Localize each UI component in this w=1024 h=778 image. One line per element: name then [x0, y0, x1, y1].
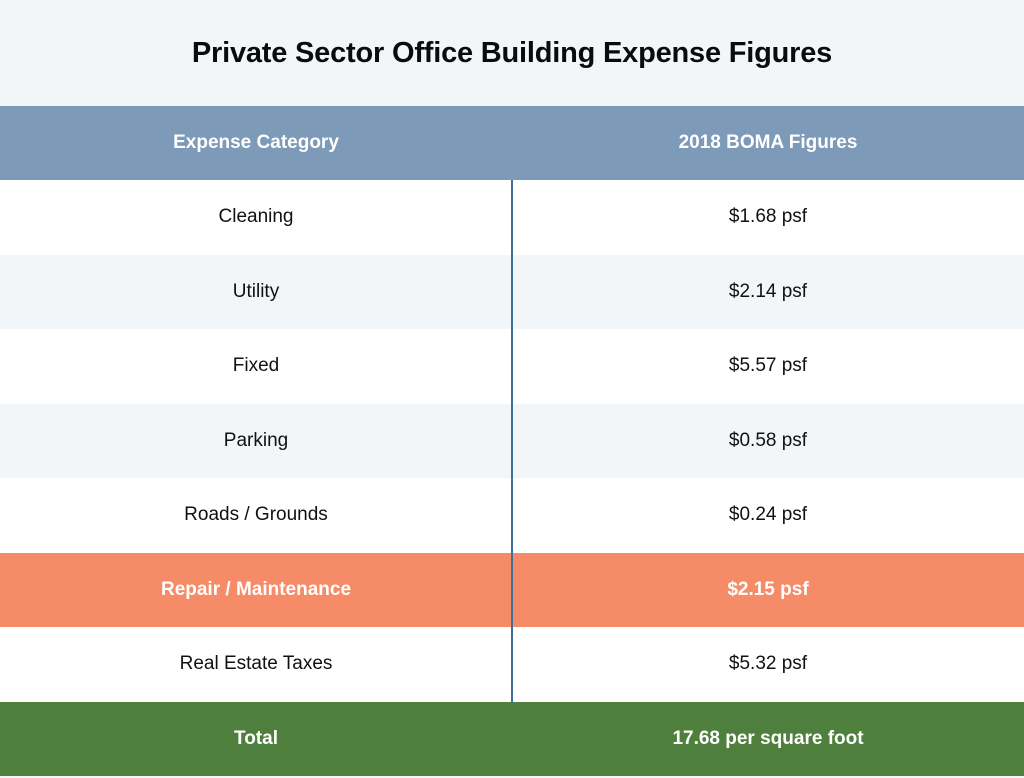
category-cell: Roads / Grounds	[184, 504, 328, 526]
table-header: Expense Category 2018 BOMA Figures	[0, 106, 1024, 180]
total-label: Total	[234, 727, 278, 749]
total-row: Total 17.68 per square foot	[0, 701, 1024, 776]
column-divider	[511, 180, 513, 704]
category-cell: Parking	[223, 429, 289, 451]
category-cell: Repair / Maintenance	[160, 578, 352, 600]
chart-title: Private Sector Office Building Expense F…	[191, 36, 833, 69]
value-cell: $5.57 psf	[728, 355, 808, 377]
category-cell: Utility	[232, 280, 280, 302]
category-cell: Cleaning	[218, 206, 294, 228]
value-cell: $0.24 psf	[728, 504, 808, 526]
value-cell: $5.32 psf	[728, 653, 808, 675]
value-cell: $0.58 psf	[728, 429, 808, 451]
category-cell: Fixed	[232, 355, 280, 377]
value-cell: $2.15 psf	[727, 578, 809, 600]
value-cell: $2.14 psf	[728, 280, 808, 302]
title-bar: Private Sector Office Building Expense F…	[0, 0, 1024, 106]
column-header-value: 2018 BOMA Figures	[678, 132, 858, 153]
category-cell: Real Estate Taxes	[179, 653, 333, 675]
column-header-category: Expense Category	[173, 132, 339, 153]
total-value: 17.68 per square foot	[672, 727, 864, 749]
value-cell: $1.68 psf	[728, 206, 808, 228]
